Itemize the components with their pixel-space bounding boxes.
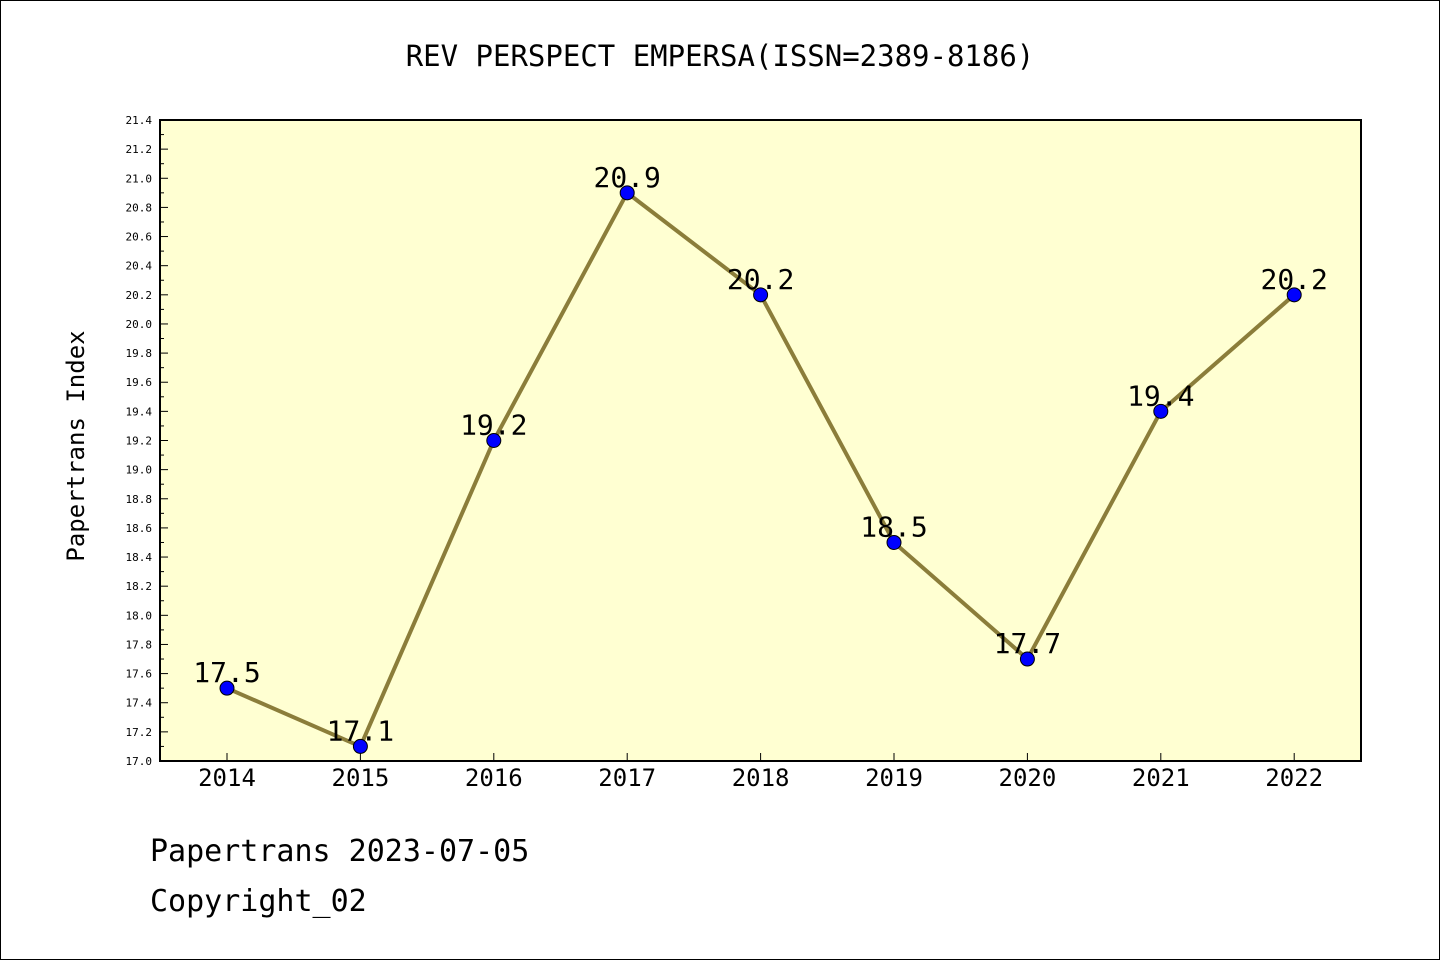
y-tick-label: 20.4 [126, 260, 153, 273]
data-point [886, 534, 902, 550]
y-tick-label: 19.0 [126, 464, 153, 477]
data-label: 17.7 [994, 627, 1061, 660]
x-tick-label: 2017 [598, 764, 656, 792]
y-tick-label: 17.6 [126, 668, 153, 681]
x-tick-label: 2014 [198, 764, 256, 792]
y-tick-label: 19.8 [126, 347, 153, 360]
footer-copyright: Copyright_02 [150, 884, 367, 919]
y-axis: 17.0 17.2 17.4 17.6 17.8 18.0 18.2 18.4 18.6 18.8… [126, 114, 168, 768]
data-point [619, 185, 635, 201]
y-axis-label: Papertrans Index [62, 330, 90, 561]
data-point [219, 680, 235, 696]
x-tick-label: 2020 [999, 764, 1057, 792]
data-point [1019, 651, 1035, 667]
data-label: 20.9 [593, 161, 660, 194]
y-tick-label: 19.2 [126, 435, 153, 448]
x-axis: 2014 2015 2016 2017 2018 2019 2020 2021 2022 [198, 753, 1323, 792]
y-tick-label: 17.0 [126, 755, 153, 768]
data-label: 19.4 [1127, 379, 1194, 412]
data-points [219, 185, 1302, 754]
y-tick-label: 18.6 [126, 522, 153, 535]
plot-area [159, 119, 1362, 762]
y-tick-label: 21.2 [126, 143, 153, 156]
y-tick-label: 21.4 [126, 114, 153, 127]
x-tick-label: 2019 [865, 764, 923, 792]
y-tick-label: 21.0 [126, 172, 153, 185]
y-tick-label: 19.4 [126, 405, 153, 418]
data-point [1286, 287, 1302, 303]
data-labels: 17.5 17.1 19.2 20.9 20.2 18.5 17.7 19.4 20.2 [193, 161, 1328, 748]
x-tick-label: 2015 [332, 764, 390, 792]
data-label: 17.5 [193, 656, 260, 689]
x-tick-label: 2021 [1132, 764, 1190, 792]
data-point [753, 287, 769, 303]
data-label: 20.2 [727, 263, 794, 296]
y-tick-label: 19.6 [126, 376, 153, 389]
data-label: 18.5 [860, 510, 927, 543]
x-tick-label: 2016 [465, 764, 523, 792]
y-tick-label: 18.0 [126, 609, 153, 622]
x-tick-label: 2022 [1265, 764, 1323, 792]
y-tick-label: 20.0 [126, 318, 153, 331]
chart-title: REV PERSPECT EMPERSA(ISSN=2389-8186) [406, 39, 1035, 73]
y-tick-label: 18.4 [126, 551, 153, 564]
y-tick-label: 17.4 [126, 697, 153, 710]
data-label: 20.2 [1260, 263, 1327, 296]
data-point [1153, 403, 1169, 419]
y-tick-label: 20.2 [126, 289, 153, 302]
data-point [486, 433, 502, 448]
data-label: 17.1 [327, 714, 394, 747]
y-tick-label: 17.8 [126, 638, 153, 651]
y-tick-label: 20.6 [126, 231, 153, 244]
footer-date: Papertrans 2023-07-05 [150, 834, 530, 869]
y-tick-label: 18.8 [126, 493, 153, 506]
y-tick-label: 17.2 [126, 726, 153, 739]
data-point [352, 738, 368, 754]
data-label: 19.2 [460, 409, 527, 442]
y-tick-label: 18.2 [126, 580, 153, 593]
x-tick-label: 2018 [732, 764, 790, 792]
y-tick-label: 20.8 [126, 201, 153, 214]
